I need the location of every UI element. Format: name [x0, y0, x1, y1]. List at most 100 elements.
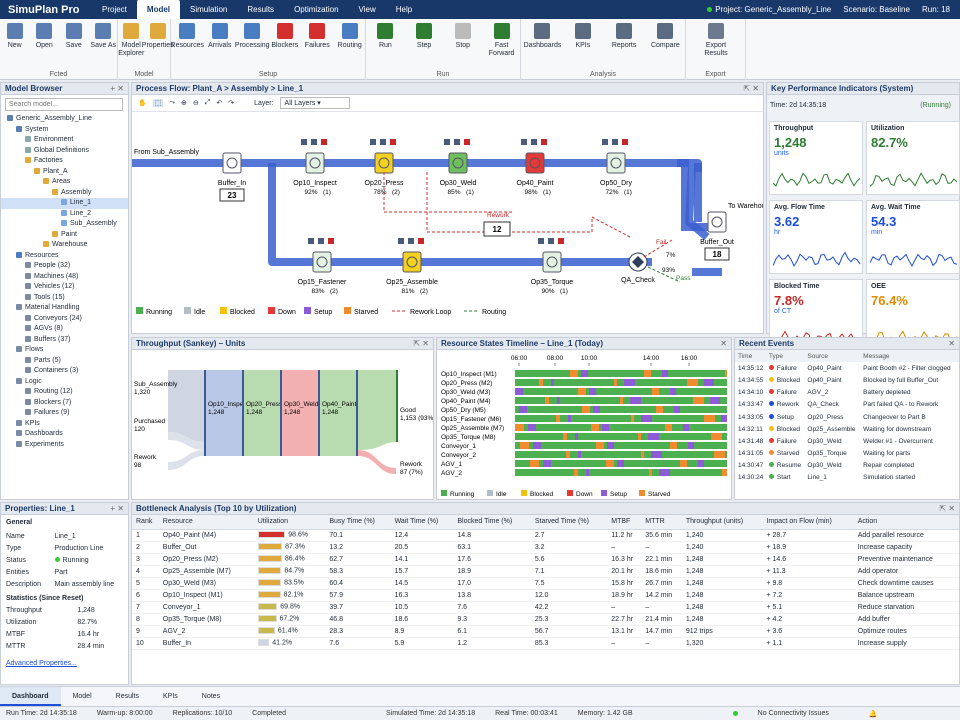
- menu-project[interactable]: Project: [102, 5, 127, 14]
- event-row[interactable]: 14:35:12 Failure Op40_Paint Paint Booth #2 …: [738, 364, 951, 372]
- ribbon-save-as-button[interactable]: Save As: [85, 23, 121, 50]
- bottleneck-row[interactable]: 8 Op35_Torque (M8) 67.2% 46.8 18.6 9.3 25.3 22.…: [132, 613, 959, 626]
- tab-notes[interactable]: Notes: [201, 693, 221, 700]
- station-op40_paint[interactable]: Op40_Paint 98% (1): [517, 139, 554, 196]
- tree-item[interactable]: KPIs: [1, 419, 128, 430]
- tab-dashboard[interactable]: Dashboard: [0, 687, 61, 706]
- tree-item[interactable]: Generic_Assembly_Line: [1, 114, 128, 125]
- station-op35_torque[interactable]: Op35_Torque 90% (1): [531, 238, 574, 295]
- event-row[interactable]: 14:30:24 Start Line_1 Simulation started: [738, 474, 916, 482]
- event-row[interactable]: 14:34:10 Failure AGV_2 Battery depleted: [738, 389, 911, 397]
- tree-item[interactable]: Warehouse: [1, 240, 128, 251]
- tree-item[interactable]: People (32): [1, 261, 128, 272]
- bottleneck-row[interactable]: 3 Op20_Press (M2) 86.4% 62.7 14.1 17.6 5.6 16.3…: [132, 553, 959, 566]
- tree-item[interactable]: Parts (5): [1, 356, 128, 367]
- tree-item[interactable]: Paint: [1, 230, 128, 241]
- layer-select[interactable]: All Layers ▾: [279, 97, 350, 109]
- station-qa_check[interactable]: QA_Check: [621, 252, 655, 284]
- bottleneck-header[interactable]: Rank: [132, 515, 159, 530]
- kpi-card[interactable]: Utilization 82.7%: [866, 121, 960, 195]
- bottleneck-row[interactable]: 7 Conveyor_1 69.8% 39.7 10.5 7.6 42.2– –1,248 + …: [132, 601, 959, 614]
- tree-item[interactable]: Flows: [1, 345, 128, 356]
- zoom-in-icon[interactable]: ⊕: [180, 100, 187, 107]
- ribbon-export-results-button[interactable]: Export Results: [698, 23, 734, 58]
- ribbon-compare-button[interactable]: Compare: [647, 23, 683, 50]
- tab-kpis[interactable]: KPIs: [162, 693, 178, 700]
- tree-item[interactable]: Failures (9): [1, 408, 128, 419]
- tree-item[interactable]: Machines (48): [1, 272, 128, 283]
- ribbon-arrivals-button[interactable]: Arrivals: [202, 23, 238, 50]
- bottleneck-row[interactable]: 10 Buffer_In 41.2% 7.6 5.9 1.2 85.3– –1,320 + 1.…: [132, 637, 959, 650]
- pan-tool-icon[interactable]: ✋: [138, 100, 147, 107]
- ribbon-dashboards-button[interactable]: Dashboards: [524, 23, 561, 50]
- station-op25_assemble[interactable]: Op25_Assemble 81% (2): [386, 238, 438, 295]
- bottleneck-header[interactable]: MTTR: [641, 515, 682, 530]
- tree-item[interactable]: Experiments: [1, 440, 128, 451]
- kpi-card[interactable]: Avg. Wait Time 54.3 min: [866, 200, 960, 274]
- advanced-properties-link[interactable]: Advanced Properties...: [6, 660, 77, 667]
- station-op15_fastener[interactable]: Op15_Fastener 83% (2): [298, 238, 347, 295]
- ribbon-properties-button[interactable]: Properties: [140, 23, 176, 50]
- ribbon-resources-button[interactable]: Resources: [169, 23, 205, 50]
- tree-item[interactable]: Assembly: [1, 188, 128, 199]
- bottleneck-header[interactable]: Impact on Flow (min): [762, 515, 854, 530]
- menu-model[interactable]: Model: [136, 0, 181, 19]
- menu-optimization[interactable]: Optimization: [294, 5, 339, 14]
- tree-item[interactable]: Logic: [1, 377, 128, 388]
- notification-bell-icon[interactable]: 🔔: [868, 710, 878, 718]
- kpi-card[interactable]: Throughput 1,248 units: [769, 121, 863, 195]
- station-op50_dry[interactable]: Op50_Dry 72% (1): [600, 139, 632, 196]
- tree-item[interactable]: Dashboards: [1, 429, 128, 440]
- bottleneck-row[interactable]: 2 Buffer_Out 87.3% 13.2 20.5 63.1 3.2– –1,240 + …: [132, 541, 959, 554]
- tree-item[interactable]: Material Handling: [1, 303, 128, 314]
- bottleneck-header[interactable]: Busy Time (%): [325, 515, 391, 530]
- bottleneck-row[interactable]: 9 AGV_2 61.4% 28.3 8.9 6.1 56.7 13.1 hr 14.7 min…: [132, 625, 959, 638]
- station-buffer_out[interactable]: Buffer_Out 18: [700, 211, 734, 261]
- tree-item[interactable]: Plant_A: [1, 167, 128, 178]
- fit-icon[interactable]: ⤢: [204, 99, 211, 106]
- connect-tool-icon[interactable]: ⤳: [169, 99, 175, 106]
- bottleneck-header[interactable]: Starved Time (%): [530, 515, 608, 530]
- event-row[interactable]: 14:31:05 Starved Op35_Torque Waiting for pa…: [738, 450, 911, 458]
- tree-item[interactable]: Line_1: [1, 198, 128, 209]
- tree-item[interactable]: Buffers (37): [1, 335, 128, 346]
- ribbon-model-explorer-button[interactable]: Model Explorer: [113, 23, 149, 58]
- ribbon-fast-forward-button[interactable]: Fast Forward: [484, 23, 520, 58]
- tree-item[interactable]: Vehicles (12): [1, 282, 128, 293]
- tree-item[interactable]: Containers (3): [1, 366, 128, 377]
- menu-help[interactable]: Help: [395, 5, 413, 14]
- menu-results[interactable]: Results: [247, 5, 275, 14]
- bottleneck-header[interactable]: Action: [853, 515, 959, 530]
- menu-simulation[interactable]: Simulation: [190, 5, 228, 14]
- event-row[interactable]: 14:33:05 Setup Op20_Press Changeover to Par…: [738, 413, 926, 421]
- ribbon-kpis-button[interactable]: KPIs: [565, 23, 601, 50]
- menu-view[interactable]: View: [358, 5, 376, 14]
- tree-item[interactable]: Sub_Assembly: [1, 219, 128, 230]
- select-tool-icon[interactable]: ⬚: [152, 99, 164, 107]
- undo-icon[interactable]: ↶: [216, 100, 223, 107]
- tree-item[interactable]: Resources: [1, 251, 128, 262]
- station-op30_weld[interactable]: Op30_Weld 85% (1): [440, 139, 477, 196]
- tree-item[interactable]: AGVs (8): [1, 324, 128, 335]
- bottleneck-header[interactable]: Resource: [158, 515, 254, 530]
- search-input[interactable]: [5, 98, 123, 111]
- bottleneck-row[interactable]: 1 Op40_Paint (M4) 98.6% 70.1 12.4 14.8 2.7 11.2…: [132, 529, 959, 542]
- ribbon-save-button[interactable]: Save: [56, 23, 92, 50]
- ribbon-routing-button[interactable]: Routing: [332, 23, 368, 50]
- tree-item[interactable]: Line_2: [1, 209, 128, 220]
- event-row[interactable]: 14:31:48 Failure Op30_Weld Welder #1 - Over…: [738, 437, 933, 445]
- ribbon-processing-button[interactable]: Processing: [234, 23, 270, 50]
- tree-item[interactable]: Factories: [1, 156, 128, 167]
- bottleneck-row[interactable]: 4 Op25_Assemble (M7) 84.7% 58.3 15.7 18.9 7.1 2…: [132, 565, 959, 578]
- station-op10_inspect[interactable]: Op10_Inspect 92% (1): [293, 139, 337, 196]
- ribbon-step-button[interactable]: Step: [406, 23, 442, 50]
- kpi-card[interactable]: Avg. Flow Time 3.62 hr: [769, 200, 863, 274]
- ribbon-run-button[interactable]: Run: [367, 23, 403, 50]
- event-row[interactable]: 14:33:47 Rework QA_Check Part failed QA - t…: [738, 401, 939, 409]
- tree-item[interactable]: Environment: [1, 135, 128, 146]
- tree-item[interactable]: Conveyors (24): [1, 314, 128, 325]
- ribbon-blockers-button[interactable]: Blockers: [267, 23, 303, 50]
- bottleneck-row[interactable]: 5 Op30_Weld (M3) 83.5% 60.4 14.5 17.0 7.5 15.8 …: [132, 577, 959, 590]
- tab-model[interactable]: Model: [72, 693, 92, 700]
- bottleneck-header[interactable]: Utilization: [253, 515, 326, 530]
